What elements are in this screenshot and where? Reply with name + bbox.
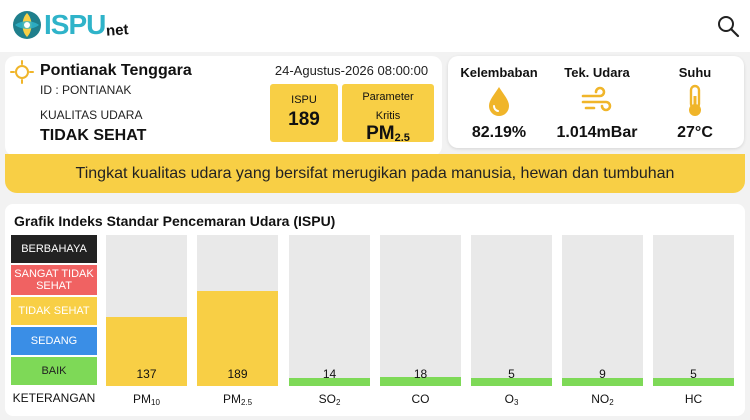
critical-parameter-box: Parameter Kritis PM2.5 — [342, 84, 434, 145]
category-subscript: 2 — [335, 398, 341, 407]
humidity-block: Kelembaban 82.19% — [450, 56, 548, 142]
bar-hc[interactable] — [653, 378, 734, 386]
sun-icon — [10, 60, 34, 84]
air-quality-description-banner: Tingkat kualitas udara yang bersifat mer… — [5, 154, 745, 193]
bar-value-label: 5 — [508, 367, 515, 381]
category-main-text: PM — [222, 392, 241, 406]
bar-o3[interactable] — [471, 378, 552, 386]
ispu-label: ISPU — [291, 94, 317, 106]
thermometer-icon — [689, 84, 701, 116]
chart-title: Grafik Indeks Standar Pencemaran Udara (… — [14, 213, 336, 229]
logo-text: ISPU — [44, 9, 106, 40]
logo-sub-text: net — [105, 20, 130, 40]
bar-category-label: SO2 — [289, 392, 370, 407]
ispu-value: 189 — [288, 109, 320, 130]
legend-item-sedang: SEDANG — [11, 327, 97, 355]
station-id: ID : PONTIANAK — [40, 83, 132, 97]
category-main-text: HC — [684, 392, 703, 406]
bar-pm10[interactable] — [106, 317, 187, 386]
legend-item-sangat-tidak-sehat: SANGAT TIDAK SEHAT — [11, 265, 97, 295]
pressure-value: 1.014mBar — [556, 124, 638, 141]
category-main-text: CO — [411, 392, 430, 406]
legend-item-tidak-sehat: TIDAK SEHAT — [11, 297, 97, 325]
category-subscript: 2 — [609, 398, 614, 407]
bar-pm25[interactable] — [197, 291, 278, 386]
bar-category-label: CO — [380, 392, 461, 406]
legend-item-baik: BAIK — [11, 357, 97, 385]
bar-no2[interactable] — [562, 378, 643, 386]
bar-value-label: 14 — [322, 367, 337, 381]
search-icon[interactable] — [716, 14, 740, 38]
temperature-value: 27°C — [677, 124, 713, 141]
legend-item-berbahaya: BERBAHAYA — [11, 235, 97, 263]
bar-co[interactable] — [380, 377, 461, 386]
category-main-text: SO — [318, 392, 336, 406]
bar-category-label: HC — [653, 392, 734, 406]
critical-parameter-sub: 2.5 — [394, 132, 410, 144]
bar-value-label: 9 — [599, 367, 606, 381]
water-drop-icon — [489, 87, 509, 116]
bar-category-label: O3 — [471, 392, 552, 407]
category-subscript: 3 — [513, 398, 519, 407]
bar-track-co — [380, 235, 461, 386]
critical-parameter-label-2: Kritis — [375, 110, 401, 122]
critical-parameter-main: PM — [366, 123, 395, 144]
measurement-datetime: 24-Agustus-2026 08:00:00 — [274, 63, 429, 78]
top-bar: ISPU net — [0, 0, 750, 52]
bar-so2[interactable] — [289, 378, 370, 386]
station-name: Pontianak Tenggara — [40, 62, 192, 79]
logo-mark-icon — [13, 11, 41, 39]
temperature-block: Suhu 27°C — [646, 56, 744, 142]
critical-parameter-label-1: Parameter — [362, 91, 414, 103]
pressure-label: Tek. Udara — [564, 65, 630, 80]
bar-category-label: PM10 — [106, 392, 187, 407]
category-subscript: 10 — [151, 398, 160, 407]
air-quality-label: KUALITAS UDARA — [40, 108, 143, 122]
pressure-block: Tek. Udara 1.014mBar — [548, 56, 646, 142]
category-subscript: 2.5 — [240, 398, 253, 407]
temperature-label: Suhu — [678, 65, 712, 80]
category-main-text: NO — [591, 392, 610, 406]
critical-parameter-value: PM2.5 — [342, 123, 434, 145]
category-main-text: O — [504, 392, 514, 406]
category-main-text: PM — [133, 392, 152, 406]
bar-value-label: 18 — [413, 367, 428, 381]
bar-track-hc — [653, 235, 734, 386]
bar-track-no2 — [562, 235, 643, 386]
bar-track-o3 — [471, 235, 552, 386]
ispu-box: ISPU 189 — [270, 84, 338, 142]
legend-footer: KETERANGAN — [12, 391, 96, 405]
app-logo[interactable]: ISPU net — [12, 8, 129, 42]
humidity-value: 82.19% — [471, 124, 527, 141]
bar-category-label: NO2 — [562, 392, 643, 407]
wind-icon — [581, 86, 612, 112]
bar-category-label: PM2.5 — [197, 392, 278, 407]
air-quality-status: TIDAK SEHAT — [40, 127, 147, 144]
humidity-label: Kelembaban — [460, 65, 538, 80]
bar-value-label: 189 — [227, 367, 248, 381]
bar-value-label: 5 — [690, 367, 697, 381]
bar-track-so2 — [289, 235, 370, 386]
bar-value-label: 137 — [136, 367, 157, 381]
